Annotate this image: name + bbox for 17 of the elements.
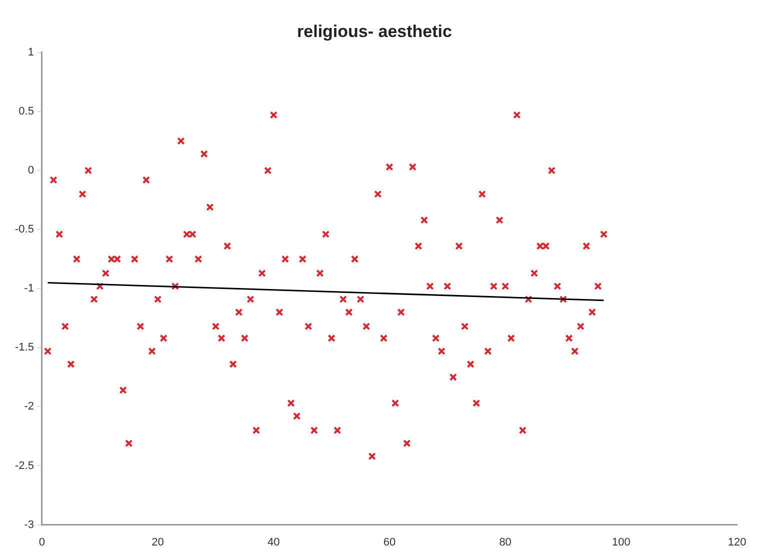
x-tick-label: 20 [152,536,164,548]
y-tick-label: 1 [28,46,34,58]
y-tick-label: -2 [24,400,34,413]
y-tick-label: -1.5 [14,342,34,354]
y-tick-label: 0 [28,164,34,177]
x-tick-label: 80 [499,536,512,548]
x-tick-label: 60 [383,536,396,548]
x-tick-label: 0 [38,536,46,548]
x-tick-label: 120 [728,536,746,548]
y-tick-label: -1 [24,282,34,295]
chart-title: religious- aesthetic [297,22,452,41]
y-tick-label: -2.5 [14,460,34,472]
y-tick-label: -0.5 [14,224,34,236]
y-tick-label: 0.5 [18,105,34,118]
x-tick-label: 40 [268,536,280,548]
x-tick-label: 100 [612,536,630,548]
y-tick-label: -3 [24,518,34,531]
